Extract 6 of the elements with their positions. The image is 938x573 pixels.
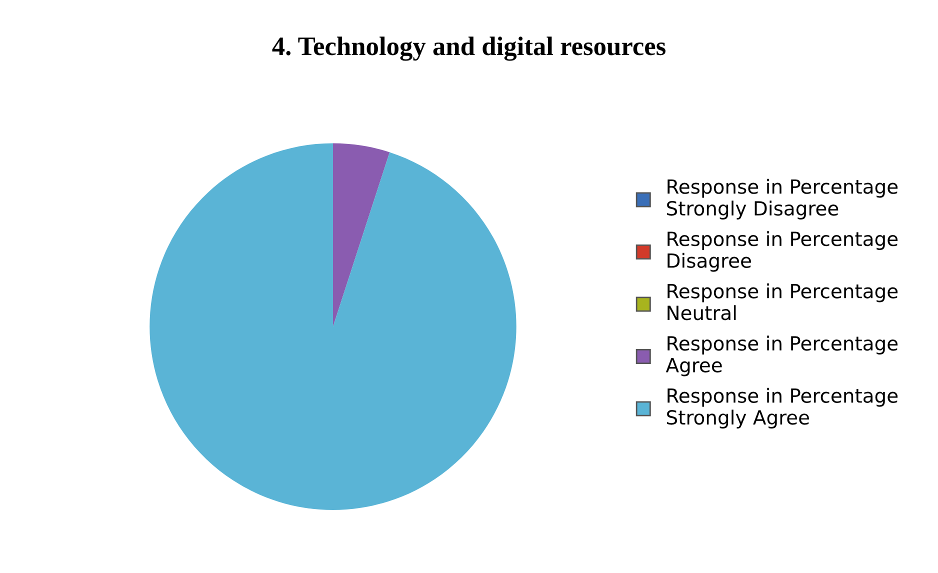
legend-label: Response in Percentage Strongly Disagree	[667, 178, 898, 220]
legend-label: Response in Percentage Neutral	[668, 283, 898, 320]
legend-label: Response in Percentage Strongly Agree	[667, 388, 898, 429]
legend-label: Response in Percentage Agree	[666, 336, 898, 376]
chart-title: 4. Technology and digital resources	[272, 36, 666, 61]
legend-label: Response in Percentage Disagree	[668, 231, 898, 272]
